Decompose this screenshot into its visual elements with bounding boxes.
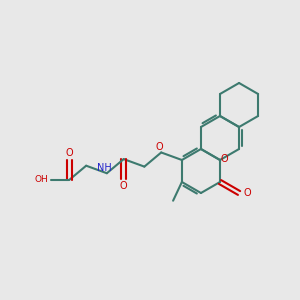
Text: NH: NH	[98, 163, 112, 173]
Text: O: O	[155, 142, 163, 152]
Text: O: O	[220, 154, 228, 164]
Text: O: O	[243, 188, 251, 198]
Text: O: O	[120, 181, 127, 191]
Text: O: O	[65, 148, 73, 158]
Text: OH: OH	[35, 176, 49, 184]
